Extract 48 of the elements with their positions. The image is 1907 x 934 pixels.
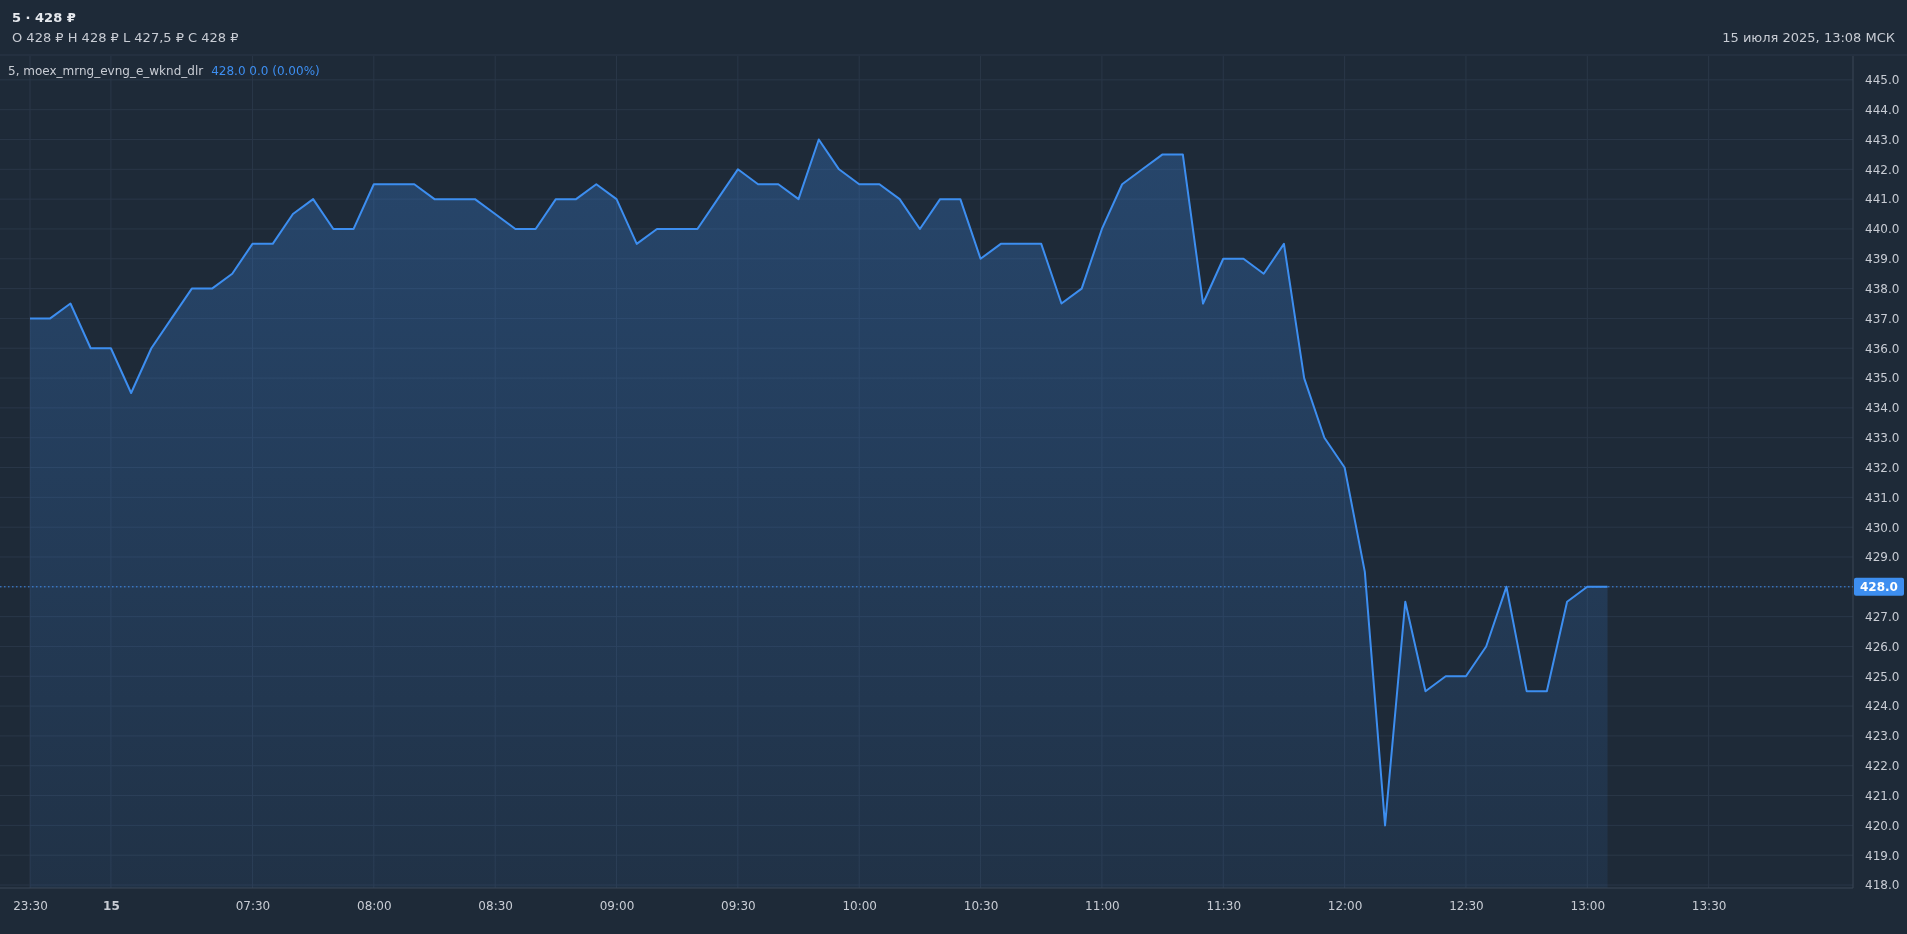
y-tick-label: 430.0 <box>1865 520 1900 535</box>
y-tick-label: 440.0 <box>1865 222 1900 237</box>
x-tick-label: 12:30 <box>1449 899 1484 914</box>
y-tick-label: 419.0 <box>1865 848 1900 863</box>
y-tick-label: 437.0 <box>1865 311 1900 326</box>
x-tick-label: 13:30 <box>1691 899 1727 914</box>
x-tick-label: 10:00 <box>842 899 878 914</box>
y-tick-label: 434.0 <box>1865 401 1900 416</box>
y-tick-label: 431.0 <box>1865 490 1900 505</box>
y-tick-label: 420.0 <box>1865 818 1900 833</box>
y-tick-label: 439.0 <box>1865 252 1900 267</box>
x-tick-label: 10:30 <box>963 899 999 914</box>
chart-title: 5 · 428 ₽ <box>12 10 76 25</box>
y-tick-label: 435.0 <box>1865 371 1900 386</box>
y-tick-label: 444.0 <box>1865 103 1900 118</box>
y-tick-label: 445.0 <box>1865 73 1900 88</box>
x-tick-label: 12:00 <box>1327 899 1363 914</box>
y-tick-label: 436.0 <box>1865 341 1900 356</box>
y-tick-label: 425.0 <box>1865 669 1900 684</box>
x-tick-label: 11:00 <box>1085 899 1120 914</box>
annotation: 428.0 0.0 (0.00%) <box>211 64 320 78</box>
x-tick-label: 08:30 <box>478 899 513 914</box>
y-tick-label: 421.0 <box>1865 788 1900 803</box>
y-tick-label: 442.0 <box>1865 162 1900 177</box>
x-tick-label: 08:00 <box>357 899 392 914</box>
y-tick-label: 433.0 <box>1865 431 1900 446</box>
x-tick-label: 09:30 <box>721 899 756 914</box>
y-tick-label: 426.0 <box>1865 639 1900 654</box>
y-tick-label: 423.0 <box>1865 729 1900 744</box>
annotation: 5, moex_mrng_evng_e_wknd_dlr <box>8 64 204 78</box>
chart-subtitle: O 428 ₽ H 428 ₽ L 427,5 ₽ C 428 ₽ <box>12 30 239 45</box>
x-tick-label: 23:30 <box>13 899 48 914</box>
y-tick-label: 422.0 <box>1865 759 1900 774</box>
y-tick-label: 424.0 <box>1865 699 1900 714</box>
y-tick-label: 418.0 <box>1865 878 1900 893</box>
x-tick-label: 09:00 <box>599 899 635 914</box>
ref-line-label: 428.0 <box>1860 579 1898 594</box>
x-tick-label: 13:00 <box>1570 899 1606 914</box>
y-tick-label: 429.0 <box>1865 550 1900 565</box>
y-tick-label: 443.0 <box>1865 132 1900 147</box>
y-tick-label: 438.0 <box>1865 281 1900 296</box>
y-tick-label: 432.0 <box>1865 460 1900 475</box>
y-tick-label: 427.0 <box>1865 609 1900 624</box>
text: 15 июля 2025, 13:08 МСК <box>1722 30 1895 45</box>
x-tick-label: 15 <box>103 899 120 914</box>
x-tick-label: 11:30 <box>1206 899 1242 914</box>
x-tick-label: 07:30 <box>235 899 271 914</box>
y-tick-label: 441.0 <box>1865 192 1900 207</box>
